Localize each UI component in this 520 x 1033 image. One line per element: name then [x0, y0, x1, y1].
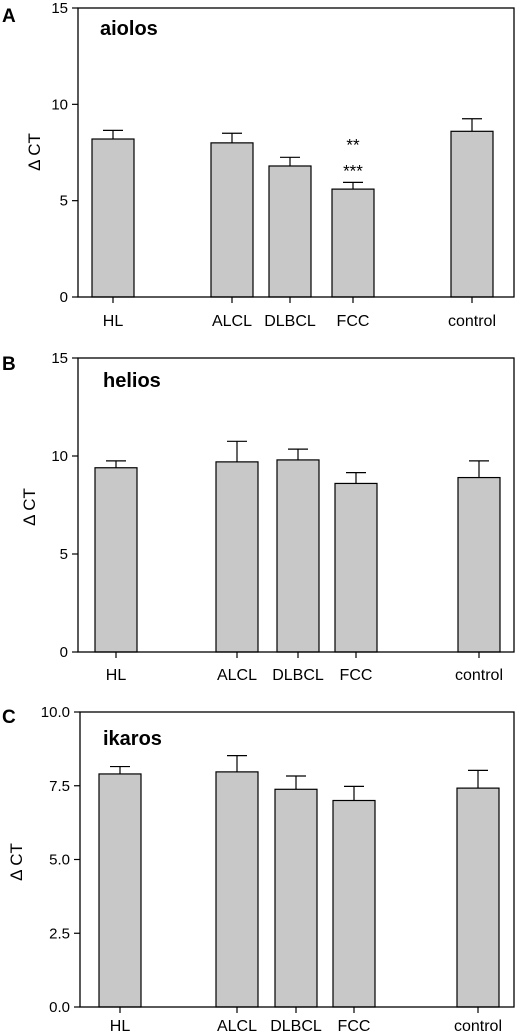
y-axis-label: Δ CT: [7, 843, 26, 881]
plot-frame: [77, 357, 515, 653]
bar-dlbcl: [276, 459, 320, 653]
bar-dlbcl: [268, 165, 312, 298]
significance-annotation: ***: [343, 161, 363, 180]
y-tick-label: 5.0: [49, 852, 70, 869]
panel-title: helios: [103, 370, 161, 392]
bar-alcl: [215, 461, 259, 653]
bar-dlbcl: [274, 788, 318, 1008]
panel-a: A aiolos Δ CT 0 5 10 15 HL ALCL DLBCL FCC contro…: [2, 0, 515, 330]
y-tick-label: 10.0: [41, 704, 70, 721]
bar-alcl: [210, 142, 254, 298]
y-tick-label: 0.0: [49, 999, 70, 1016]
y-tick-label: 15: [51, 350, 68, 367]
panel-letter: B: [2, 354, 16, 375]
x-tick-label-alcl: ALCL: [212, 313, 252, 330]
y-tick-label: 0: [60, 644, 68, 661]
bar-control: [457, 476, 501, 653]
x-tick-label-control: control: [448, 313, 496, 330]
bar-hl: [98, 773, 142, 1008]
y-tick-label: 5: [60, 546, 68, 563]
x-tick-label-control: control: [454, 1018, 502, 1033]
bar-control: [450, 130, 494, 298]
x-tick-label-dlbcl: DLBCL: [272, 667, 324, 684]
x-tick-label-fcc: FCC: [337, 313, 370, 330]
y-tick-label: 7.5: [49, 778, 70, 795]
x-tick-label-dlbcl: DLBCL: [264, 313, 316, 330]
x-tick-label-alcl: ALCL: [217, 1018, 257, 1033]
bar-fcc: [334, 482, 378, 653]
panel-title: aiolos: [100, 18, 158, 40]
y-tick-label: 10: [51, 96, 68, 113]
panel-letter: A: [2, 6, 16, 27]
bar-fcc: [332, 799, 376, 1008]
panel-letter: C: [2, 707, 16, 728]
bar-hl: [94, 467, 138, 653]
significance-annotation: **: [346, 135, 360, 154]
x-tick-label-fcc: FCC: [338, 1018, 371, 1033]
x-tick-label-hl: HL: [106, 667, 127, 684]
panel-b: B helios Δ CT 0 5 10 15 HL ALCL DLBCL FCC contro…: [2, 350, 515, 684]
bar-fcc: [331, 188, 375, 298]
x-tick-label-dlbcl: DLBCL: [270, 1018, 322, 1033]
y-tick-label: 15: [51, 0, 68, 17]
x-tick-label-fcc: FCC: [340, 667, 373, 684]
x-tick-label-alcl: ALCL: [217, 667, 257, 684]
bar-control: [456, 787, 500, 1008]
x-tick-label-hl: HL: [103, 313, 124, 330]
panel-title: ikaros: [103, 728, 162, 750]
y-axis-label: Δ CT: [20, 488, 39, 526]
x-tick-label-hl: HL: [110, 1018, 131, 1033]
bar-hl: [91, 138, 135, 298]
panel-c: C ikaros Δ CT 0.0 2.5 5.0 7.5 10.0 HL ALCL DLBC…: [2, 704, 515, 1033]
x-tick-label-control: control: [455, 667, 503, 684]
bar-alcl: [215, 771, 259, 1008]
y-tick-label: 0: [60, 289, 68, 306]
y-tick-label: 5: [60, 193, 68, 210]
y-axis-label: Δ CT: [25, 133, 44, 171]
y-tick-label: 10: [51, 448, 68, 465]
plot-frame: [77, 7, 515, 298]
y-tick-label: 2.5: [49, 925, 70, 942]
